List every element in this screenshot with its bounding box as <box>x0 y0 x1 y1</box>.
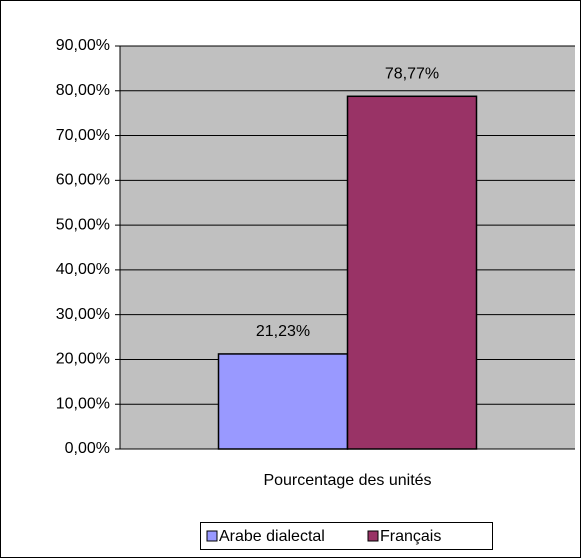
legend-label: Arabe dialectal <box>219 528 325 545</box>
legend-swatch <box>367 530 379 542</box>
legend-label: Français <box>380 528 441 545</box>
y-tick-label: 30,00% <box>56 306 110 323</box>
y-tick-label: 80,00% <box>56 82 110 99</box>
data-label: 78,77% <box>385 66 439 83</box>
y-tick-label: 50,00% <box>56 216 110 233</box>
bar <box>346 95 478 450</box>
legend-box <box>200 522 493 550</box>
y-tick-label: 10,00% <box>56 395 110 412</box>
data-label: 21,23% <box>256 323 310 340</box>
y-tick-label: 60,00% <box>56 172 110 189</box>
y-tick-label: 40,00% <box>56 261 110 278</box>
legend-swatch <box>206 530 218 542</box>
y-tick-label: 0,00% <box>65 440 110 457</box>
y-tick-label: 20,00% <box>56 351 110 368</box>
y-tick-label: 90,00% <box>56 37 110 54</box>
y-tick-label: 70,00% <box>56 127 110 144</box>
x-tick-label: Pourcentage des unités <box>263 472 431 489</box>
bar <box>217 353 349 450</box>
